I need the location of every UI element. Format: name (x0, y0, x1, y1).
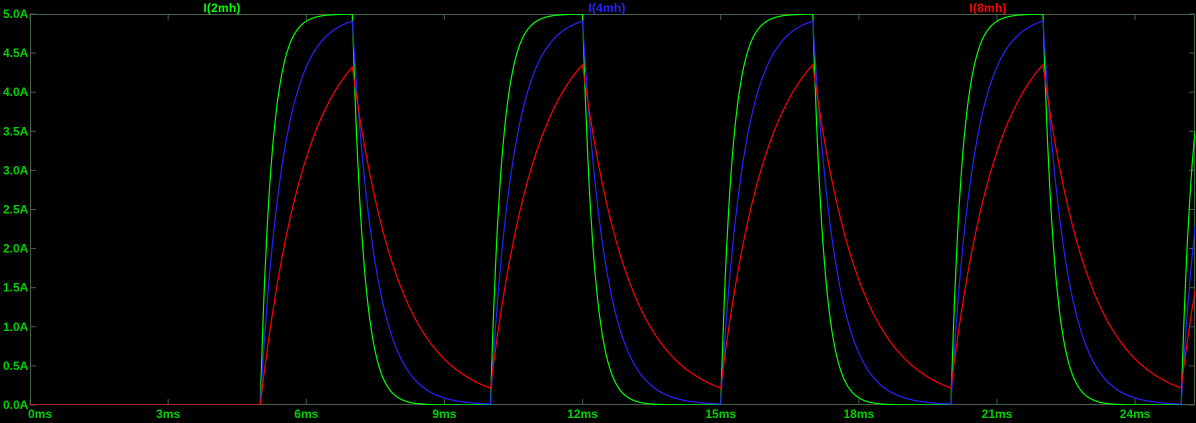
legend-trace-i4mh[interactable]: I(4mh) (588, 1, 626, 15)
y-tick-label: 4.5A (3, 46, 29, 60)
legend-trace-i8mh[interactable]: I(8mh) (969, 1, 1007, 15)
x-tick-label: 15ms (705, 407, 736, 421)
y-tick-label: 3.5A (3, 124, 29, 138)
trace-i4mh (30, 20, 1195, 405)
y-tick-label: 1.0A (3, 320, 29, 334)
y-tick-label: 4.0A (3, 85, 29, 99)
trace-i2mh (30, 14, 1195, 405)
y-tick-label: 0.5A (3, 359, 29, 373)
x-tick-label: 9ms (432, 407, 456, 421)
x-tick-label: 24ms (1120, 407, 1151, 421)
y-tick-label: 2.5A (3, 203, 29, 217)
x-tick-label: 6ms (294, 407, 318, 421)
y-tick-label: 0.0A (3, 398, 29, 412)
plot-frame (30, 14, 1195, 405)
y-tick-label: 3.0A (3, 163, 29, 177)
x-tick-label: 3ms (156, 407, 180, 421)
legend-trace-i2mh[interactable]: I(2mh) (203, 1, 241, 15)
y-tick-label: 1.5A (3, 281, 29, 295)
y-tick-label: 5.0A (3, 7, 29, 21)
trace-i8mh (30, 63, 1195, 405)
x-tick-label: 0ms (28, 407, 52, 421)
x-tick-label: 12ms (567, 407, 598, 421)
x-tick-label: 18ms (844, 407, 875, 421)
x-tick-label: 21ms (982, 407, 1013, 421)
y-tick-label: 2.0A (3, 242, 29, 256)
